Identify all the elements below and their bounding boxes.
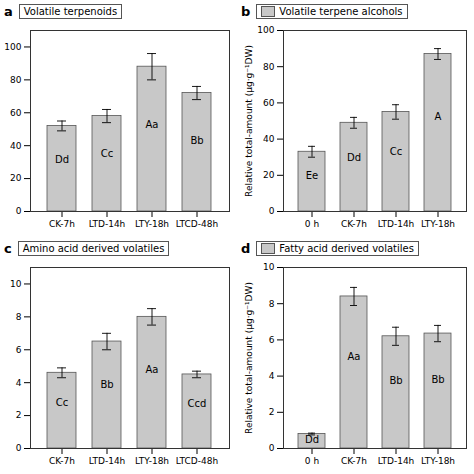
svg-text:10: 10: [263, 262, 275, 272]
svg-text:LTY-18h: LTY-18h: [135, 456, 169, 466]
svg-text:Relative total-amount (μg·g⁻¹D: Relative total-amount (μg·g⁻¹DW): [244, 45, 254, 197]
svg-text:Ccd: Ccd: [188, 398, 207, 409]
svg-text:CK-7h: CK-7h: [49, 219, 75, 229]
svg-text:40: 40: [10, 141, 22, 151]
svg-text:0 h: 0 h: [305, 456, 319, 466]
svg-text:Ee: Ee: [306, 170, 318, 181]
svg-text:Bb: Bb: [389, 375, 402, 386]
svg-text:Aa: Aa: [348, 351, 361, 362]
svg-text:LTD-14h: LTD-14h: [378, 219, 415, 229]
svg-text:Aa: Aa: [146, 119, 159, 130]
svg-text:Cc: Cc: [56, 397, 68, 408]
svg-text:0 h: 0 h: [305, 219, 319, 229]
svg-text:8: 8: [16, 312, 22, 322]
svg-text:A: A: [435, 111, 442, 122]
svg-text:20: 20: [10, 173, 22, 183]
svg-text:2: 2: [269, 407, 275, 417]
svg-text:Cc: Cc: [390, 146, 402, 157]
svg-text:20: 20: [263, 170, 275, 180]
html-text:Amino acid derived volatiles: Amino acid derived volatiles: [22, 242, 165, 254]
svg-text:LTD-14h: LTD-14h: [378, 456, 415, 466]
html-text:d: d: [241, 240, 251, 256]
html-text:Fatty acid derived volatiles: Fatty acid derived volatiles: [279, 242, 414, 254]
svg-text:4: 4: [269, 371, 275, 381]
svg-text:Bb: Bb: [190, 135, 203, 146]
svg-text:0: 0: [16, 443, 22, 453]
svg-text:CK-7h: CK-7h: [49, 456, 75, 466]
svg-text:6: 6: [269, 335, 275, 345]
svg-text:100: 100: [257, 25, 274, 35]
svg-text:60: 60: [263, 98, 275, 108]
svg-text:0: 0: [269, 206, 275, 216]
svg-text:LTCD-48h: LTCD-48h: [176, 219, 218, 229]
html-text:Volatile terpenoids: Volatile terpenoids: [23, 5, 118, 17]
html-text:c: c: [4, 240, 12, 256]
svg-text:0: 0: [16, 206, 22, 216]
svg-text:Dd: Dd: [55, 154, 69, 165]
svg-text:LTD-14h: LTD-14h: [89, 456, 126, 466]
svg-text:80: 80: [10, 75, 22, 85]
svg-text:60: 60: [10, 108, 22, 118]
html-text:a: a: [4, 3, 13, 19]
svg-text:40: 40: [263, 134, 275, 144]
svg-text:Bb: Bb: [100, 379, 113, 390]
svg-text:Bb: Bb: [431, 374, 444, 385]
svg-text:Relative total-amount (μg·g⁻¹D: Relative total-amount (μg·g⁻¹DW): [244, 282, 254, 434]
svg-text:LTY-18h: LTY-18h: [421, 219, 455, 229]
svg-text:80: 80: [263, 62, 275, 72]
svg-text:LTY-18h: LTY-18h: [421, 456, 455, 466]
svg-text:LTY-18h: LTY-18h: [135, 219, 169, 229]
svg-text:2: 2: [16, 410, 22, 420]
svg-text:Aa: Aa: [146, 364, 159, 375]
svg-text:10: 10: [10, 279, 22, 289]
svg-text:4: 4: [16, 378, 22, 388]
svg-text:100: 100: [4, 42, 21, 52]
html-text:b: b: [241, 3, 251, 19]
svg-text:6: 6: [16, 345, 22, 355]
svg-text:Cc: Cc: [101, 148, 113, 159]
svg-text:8: 8: [269, 299, 275, 309]
html-text:Volatile terpene alcohols: Volatile terpene alcohols: [279, 5, 403, 17]
svg-text:Dd: Dd: [305, 434, 319, 445]
svg-text:CK-7h: CK-7h: [341, 219, 367, 229]
svg-text:0: 0: [269, 443, 275, 453]
svg-text:LTCD-48h: LTCD-48h: [176, 456, 218, 466]
svg-text:LTD-14h: LTD-14h: [89, 219, 126, 229]
svg-text:Dd: Dd: [347, 152, 361, 163]
svg-text:CK-7h: CK-7h: [341, 456, 367, 466]
